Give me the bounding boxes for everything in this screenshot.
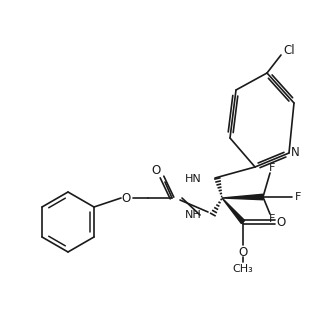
Text: O: O [122,192,131,205]
Text: O: O [151,165,161,178]
Text: NH: NH [185,210,202,220]
Text: HN: HN [185,174,202,184]
Text: N: N [291,145,299,158]
Text: O: O [276,215,286,228]
Polygon shape [222,194,263,200]
Text: CH₃: CH₃ [233,264,253,274]
Text: Cl: Cl [283,45,295,57]
Text: F: F [269,214,275,224]
Text: F: F [295,192,301,202]
Text: O: O [238,246,248,259]
Text: F: F [269,163,275,173]
Polygon shape [222,198,245,224]
